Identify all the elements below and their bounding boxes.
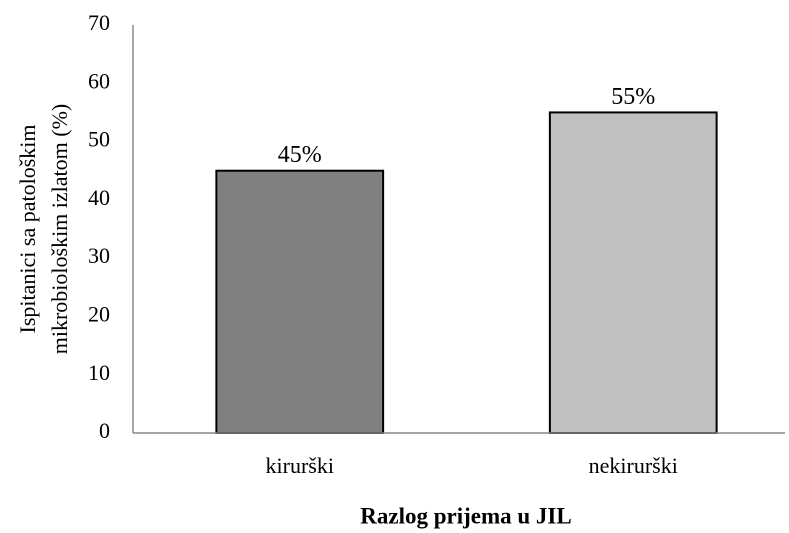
y-axis-label-line: Ispitanici sa patološkim [15,125,40,334]
bar [548,111,718,435]
y-tick-label: 50 [88,127,110,152]
x-tick-label: kirurški [266,453,334,478]
y-tick-label: 10 [88,360,110,385]
y-axis-label: Ispitanici sa patološkim mikrobiološkim … [15,104,72,355]
y-tick-label: 40 [88,185,110,210]
bar [215,169,385,434]
y-tick-label: 0 [99,418,110,443]
x-tick-label: nekirurški [589,453,678,478]
y-axis-label-line: mikrobiološkim izlatom (%) [47,104,72,355]
x-axis-label: Razlog prijema u JIL [360,503,571,528]
y-tick-label: 20 [88,301,110,326]
y-tick-label: 30 [88,243,110,268]
value-label: 45% [278,142,322,168]
value-label: 55% [611,84,655,110]
y-tick-label: 70 [88,10,110,35]
y-tick-label: 60 [88,68,110,93]
